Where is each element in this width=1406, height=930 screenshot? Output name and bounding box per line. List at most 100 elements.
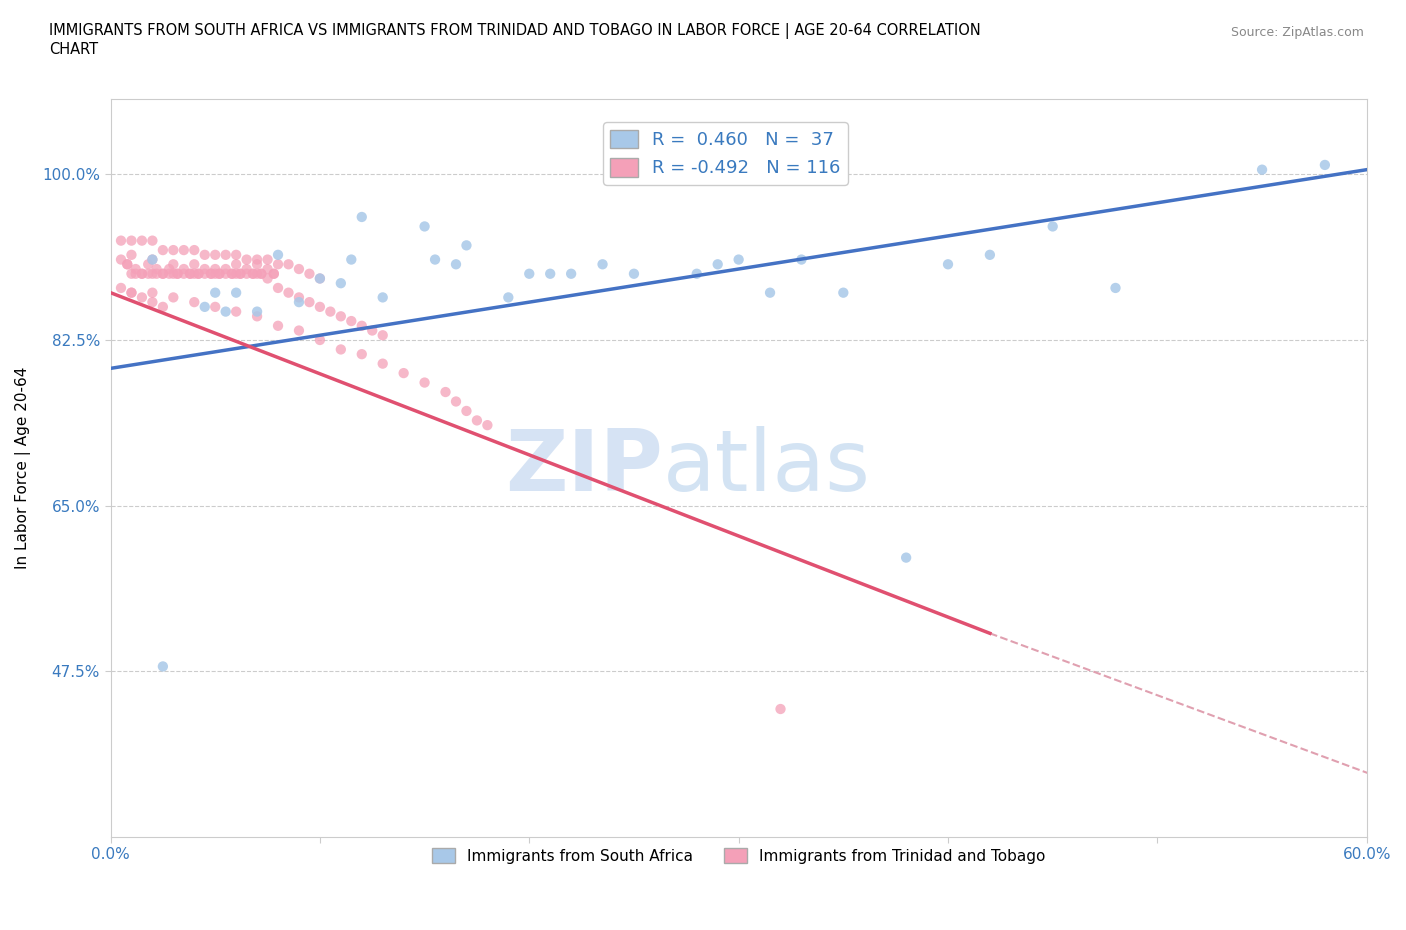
Point xyxy=(173,266,195,281)
Point xyxy=(350,318,373,333)
Point xyxy=(221,266,243,281)
Point xyxy=(456,404,478,418)
Point xyxy=(204,266,226,281)
Point xyxy=(145,266,167,281)
Point xyxy=(246,252,269,267)
Point xyxy=(179,266,201,281)
Point xyxy=(706,257,728,272)
Point xyxy=(215,304,238,319)
Point xyxy=(413,375,436,390)
Point xyxy=(136,266,159,281)
Point xyxy=(117,257,139,272)
Point xyxy=(194,266,217,281)
Point xyxy=(256,271,278,286)
Point xyxy=(141,286,163,300)
Point xyxy=(267,281,290,296)
Point xyxy=(225,247,247,262)
Point xyxy=(215,247,238,262)
Point xyxy=(434,385,457,400)
Text: ZIP: ZIP xyxy=(506,426,664,510)
Point xyxy=(444,257,467,272)
Point xyxy=(267,318,290,333)
Point xyxy=(250,266,273,281)
Point xyxy=(117,257,139,272)
Point xyxy=(157,266,180,281)
Point xyxy=(173,261,195,276)
Point xyxy=(183,295,205,310)
Point xyxy=(592,257,614,272)
Point xyxy=(208,266,231,281)
Point xyxy=(194,299,217,314)
Point xyxy=(298,295,321,310)
Point xyxy=(235,266,257,281)
Point xyxy=(790,252,813,267)
Point xyxy=(221,266,243,281)
Point xyxy=(208,266,231,281)
Point xyxy=(350,209,373,224)
Point xyxy=(204,286,226,300)
Point xyxy=(204,299,226,314)
Point xyxy=(110,252,132,267)
Point xyxy=(121,247,143,262)
Point xyxy=(894,551,917,565)
Point xyxy=(329,309,352,324)
Point xyxy=(225,257,247,272)
Point xyxy=(538,266,561,281)
Point xyxy=(152,243,174,258)
Point xyxy=(246,257,269,272)
Point xyxy=(162,257,184,272)
Point xyxy=(277,257,299,272)
Point xyxy=(225,266,247,281)
Point xyxy=(256,261,278,276)
Point xyxy=(110,233,132,248)
Point xyxy=(141,252,163,267)
Text: atlas: atlas xyxy=(664,426,872,510)
Legend: Immigrants from South Africa, Immigrants from Trinidad and Tobago: Immigrants from South Africa, Immigrants… xyxy=(426,842,1052,870)
Point xyxy=(246,309,269,324)
Point xyxy=(229,266,252,281)
Point xyxy=(277,286,299,300)
Point xyxy=(309,299,332,314)
Point xyxy=(141,252,163,267)
Point xyxy=(166,266,188,281)
Point xyxy=(152,299,174,314)
Point xyxy=(215,266,238,281)
Point xyxy=(769,701,792,716)
Point xyxy=(1042,219,1064,233)
Point xyxy=(162,266,184,281)
Point xyxy=(267,257,290,272)
Point xyxy=(371,290,394,305)
Point xyxy=(110,281,132,296)
Point xyxy=(309,271,332,286)
Point xyxy=(319,304,342,319)
Point xyxy=(152,659,174,674)
Point xyxy=(727,252,749,267)
Point xyxy=(288,290,311,305)
Point xyxy=(242,266,264,281)
Point xyxy=(136,257,159,272)
Point xyxy=(194,261,217,276)
Point xyxy=(246,266,269,281)
Y-axis label: In Labor Force | Age 20-64: In Labor Force | Age 20-64 xyxy=(15,366,31,569)
Point xyxy=(229,266,252,281)
Point xyxy=(1313,157,1336,172)
Point xyxy=(162,290,184,305)
Text: IMMIGRANTS FROM SOUTH AFRICA VS IMMIGRANTS FROM TRINIDAD AND TOBAGO IN LABOR FOR: IMMIGRANTS FROM SOUTH AFRICA VS IMMIGRAN… xyxy=(49,23,981,57)
Point xyxy=(1251,162,1274,177)
Point xyxy=(183,257,205,272)
Point xyxy=(517,266,540,281)
Point xyxy=(759,286,782,300)
Point xyxy=(121,286,143,300)
Point xyxy=(131,266,153,281)
Point xyxy=(309,271,332,286)
Point xyxy=(340,313,363,328)
Point xyxy=(371,356,394,371)
Point xyxy=(560,266,582,281)
Point xyxy=(162,243,184,258)
Point xyxy=(204,247,226,262)
Point xyxy=(444,394,467,409)
Point xyxy=(423,252,446,267)
Point xyxy=(288,261,311,276)
Point xyxy=(152,266,174,281)
Point xyxy=(235,252,257,267)
